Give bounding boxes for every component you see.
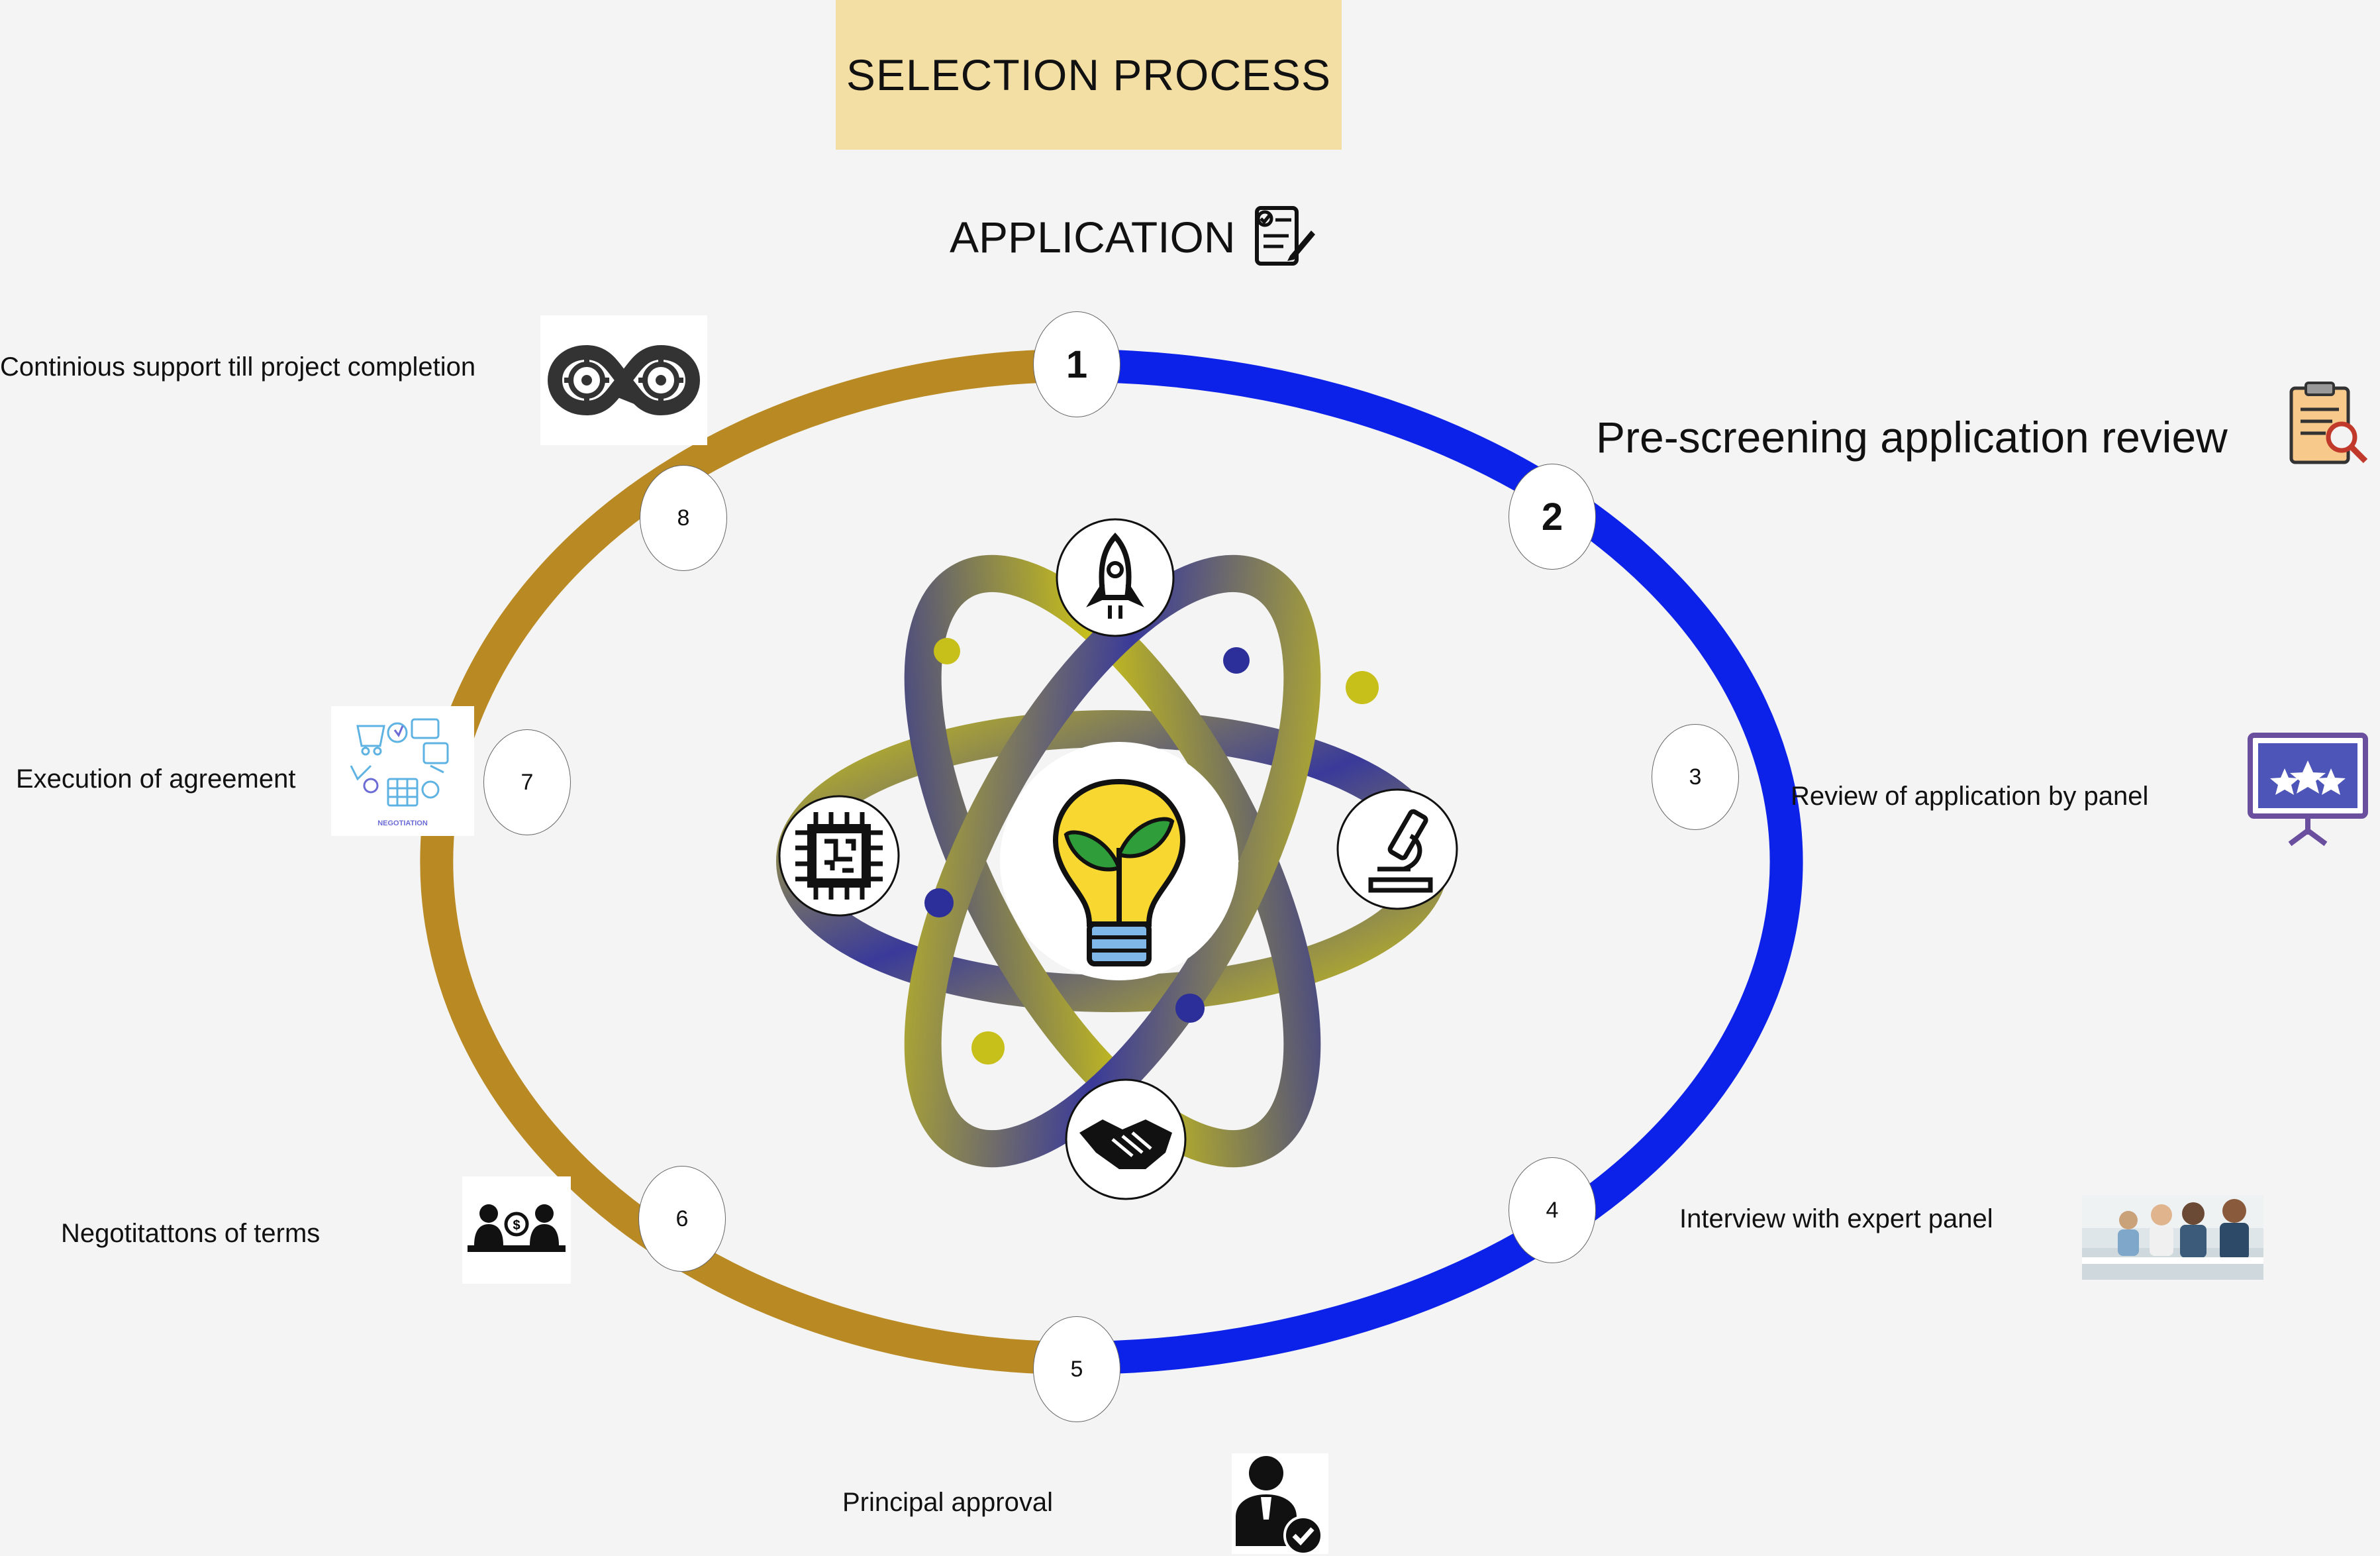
microscope-icon [1336,788,1458,910]
title-box: SELECTION PROCESS [836,0,1342,150]
step-node-5: 5 [1033,1316,1120,1422]
chip-icon [778,795,900,917]
negotiation-table-icon: $ [462,1176,571,1284]
step-node-3: 3 [1652,724,1739,830]
ring-left-arc [420,349,1075,1374]
ring-right-arc [1073,349,1803,1374]
step-label-application: APPLICATION [950,213,1236,262]
step-label-continuous-support: Continious support till project completi… [0,352,476,382]
rocket-icon [1056,518,1175,637]
lightbulb-plant-icon [1000,742,1238,980]
page-title: SELECTION PROCESS [846,50,1332,99]
step-label-pre-screening: Pre-screening application review [1596,413,2228,462]
step-node-4: 4 [1509,1157,1596,1263]
step-label-execution: Execution of agreement [16,764,296,794]
infinity-gears-icon [540,315,707,445]
svg-text:$: $ [513,1218,520,1233]
step-node-2: 2 [1509,464,1596,570]
step-label-panel-review: Review of application by panel [1791,782,2149,811]
step-label-interview: Interview with expert panel [1679,1204,1993,1233]
step-label-principal-approval: Principal approval [842,1488,1053,1517]
negotiation-illustration: NEGOTIATION [331,706,474,836]
illustration-caption: NEGOTIATION [377,819,428,827]
step-node-1: 1 [1033,311,1120,417]
step-node-6: 6 [638,1166,726,1272]
step-node-8: 8 [640,465,727,571]
person-checkmark-icon [1232,1453,1328,1554]
clipboard-magnifier-icon [2289,382,2368,464]
checklist-icon [1255,206,1315,266]
step-node-7: 7 [483,729,571,835]
handshake-icon [1065,1078,1187,1200]
team-meeting-photo [2082,1195,2263,1280]
presentation-stars-icon [2248,733,2368,847]
step-label-negotiations: Negotitattons of terms [61,1219,321,1248]
